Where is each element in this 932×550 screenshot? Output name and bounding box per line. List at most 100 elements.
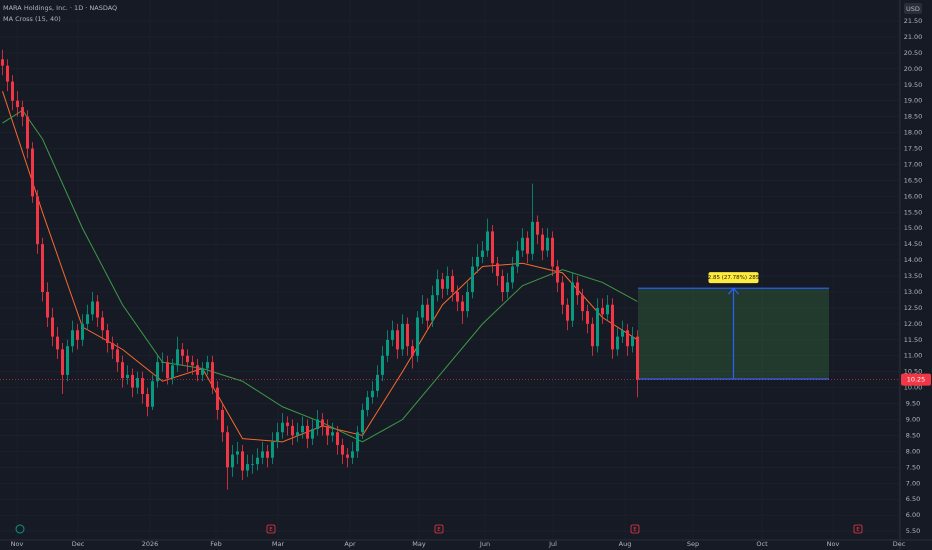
x-tick-label: Jun: [479, 540, 490, 548]
candle-body: [371, 390, 374, 398]
candle-body: [436, 279, 439, 296]
candle-body: [421, 304, 424, 318]
candle-body: [61, 349, 64, 375]
candle-body: [141, 378, 144, 395]
candle-body: [256, 457, 259, 465]
currency: USD: [906, 5, 920, 13]
earnings-label: E: [856, 527, 860, 533]
y-tick-label: 15.00: [904, 224, 923, 232]
y-tick-label: 12.00: [904, 320, 923, 328]
y-tick-label: 5.50: [906, 527, 920, 535]
candle-body: [626, 330, 629, 347]
y-tick-label: 6.50: [906, 495, 920, 503]
candle-body: [396, 330, 399, 350]
candle-body: [481, 250, 484, 257]
earnings-label: E: [437, 527, 441, 533]
candle-body: [426, 304, 429, 321]
candle-body: [601, 307, 604, 315]
candle-body: [331, 432, 334, 436]
candle-body: [366, 397, 369, 410]
x-tick-label: Dec: [72, 540, 85, 548]
candle-body: [181, 349, 184, 356]
candle-body: [226, 432, 229, 468]
candle-body: [506, 282, 509, 292]
measure-arrow-head: [728, 287, 739, 295]
candle-body: [581, 295, 584, 312]
y-tick-label: 16.50: [904, 176, 923, 184]
candle-body: [191, 362, 194, 366]
x-tick-label: Dec: [893, 540, 906, 548]
y-tick-label: 13.50: [904, 272, 923, 280]
candle-body: [451, 276, 454, 292]
candle-body: [36, 196, 39, 245]
candle-body: [336, 432, 339, 446]
candle-body: [551, 237, 554, 267]
y-tick-label: 18.50: [904, 113, 923, 121]
candle-body: [326, 425, 329, 436]
x-tick-label: 2026: [142, 540, 159, 548]
candle-body: [66, 346, 69, 375]
candle-body: [591, 323, 594, 347]
candle-body: [201, 368, 204, 375]
y-tick-label: 13.00: [904, 288, 923, 296]
y-tick-label: 20.00: [904, 65, 923, 73]
candle-body: [16, 100, 19, 108]
candle-body: [586, 311, 589, 324]
candle-body: [286, 422, 289, 426]
candle-body: [76, 330, 79, 340]
candle-body: [206, 362, 209, 369]
candle-body: [276, 432, 279, 442]
candle-body: [546, 237, 549, 251]
candle-body: [126, 374, 129, 379]
candle-body: [441, 279, 444, 289]
candle-body: [616, 336, 619, 350]
y-tick-label: 17.50: [904, 145, 923, 153]
y-tick-label: 12.50: [904, 304, 923, 312]
earnings-marker: [266, 524, 276, 534]
candle-body: [186, 355, 189, 363]
x-tick-label: Aug: [619, 540, 632, 548]
candle-body: [81, 323, 84, 340]
candle-body: [196, 365, 199, 375]
last-price-label: 10.25: [907, 376, 926, 384]
candle-body: [611, 304, 614, 350]
measure-label-box: [708, 272, 759, 284]
candle-body: [131, 374, 134, 388]
y-tick-label: 21.50: [904, 17, 923, 25]
y-tick-label: 9.00: [906, 416, 920, 424]
candle-body: [51, 317, 54, 337]
candle-body: [411, 346, 414, 356]
x-tick-label: Oct: [756, 540, 768, 548]
candle-body: [461, 301, 464, 312]
candle-body: [306, 425, 309, 439]
candle-body: [526, 237, 529, 254]
y-tick-label: 15.50: [904, 208, 923, 216]
y-tick-label: 8.50: [906, 431, 920, 439]
candle-body: [541, 234, 544, 251]
candle-body: [511, 266, 514, 283]
candle-body: [406, 323, 409, 347]
y-tick-label: 14.50: [904, 240, 923, 248]
candle-body: [236, 451, 239, 455]
candle-body: [86, 314, 89, 324]
y-tick-label: 7.00: [906, 479, 920, 487]
candle-body: [31, 148, 34, 197]
candle-body: [151, 381, 154, 407]
grid: [0, 0, 900, 540]
candle-body: [211, 362, 214, 388]
candle-body: [246, 464, 249, 471]
candle-body: [116, 349, 119, 363]
candle-body: [401, 323, 404, 350]
y-tick-label: 10.50: [904, 368, 923, 376]
candle-body: [21, 107, 24, 117]
candle-body: [281, 422, 284, 433]
currency-box: [904, 3, 922, 14]
x-tick-label: Apr: [344, 540, 356, 548]
ma-line: [2, 109, 638, 443]
y-tick-label: 17.00: [904, 160, 923, 168]
candle-body: [316, 419, 319, 430]
candle-body: [376, 374, 379, 391]
candle-body: [166, 362, 169, 379]
